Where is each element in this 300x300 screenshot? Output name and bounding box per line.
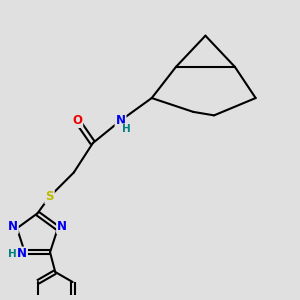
Text: N: N (17, 248, 27, 260)
Text: N: N (57, 220, 67, 233)
Text: N: N (116, 114, 126, 127)
Text: O: O (72, 114, 82, 127)
Text: H: H (122, 124, 131, 134)
Text: S: S (45, 190, 54, 203)
Text: N: N (8, 220, 18, 233)
Text: H: H (8, 249, 17, 259)
